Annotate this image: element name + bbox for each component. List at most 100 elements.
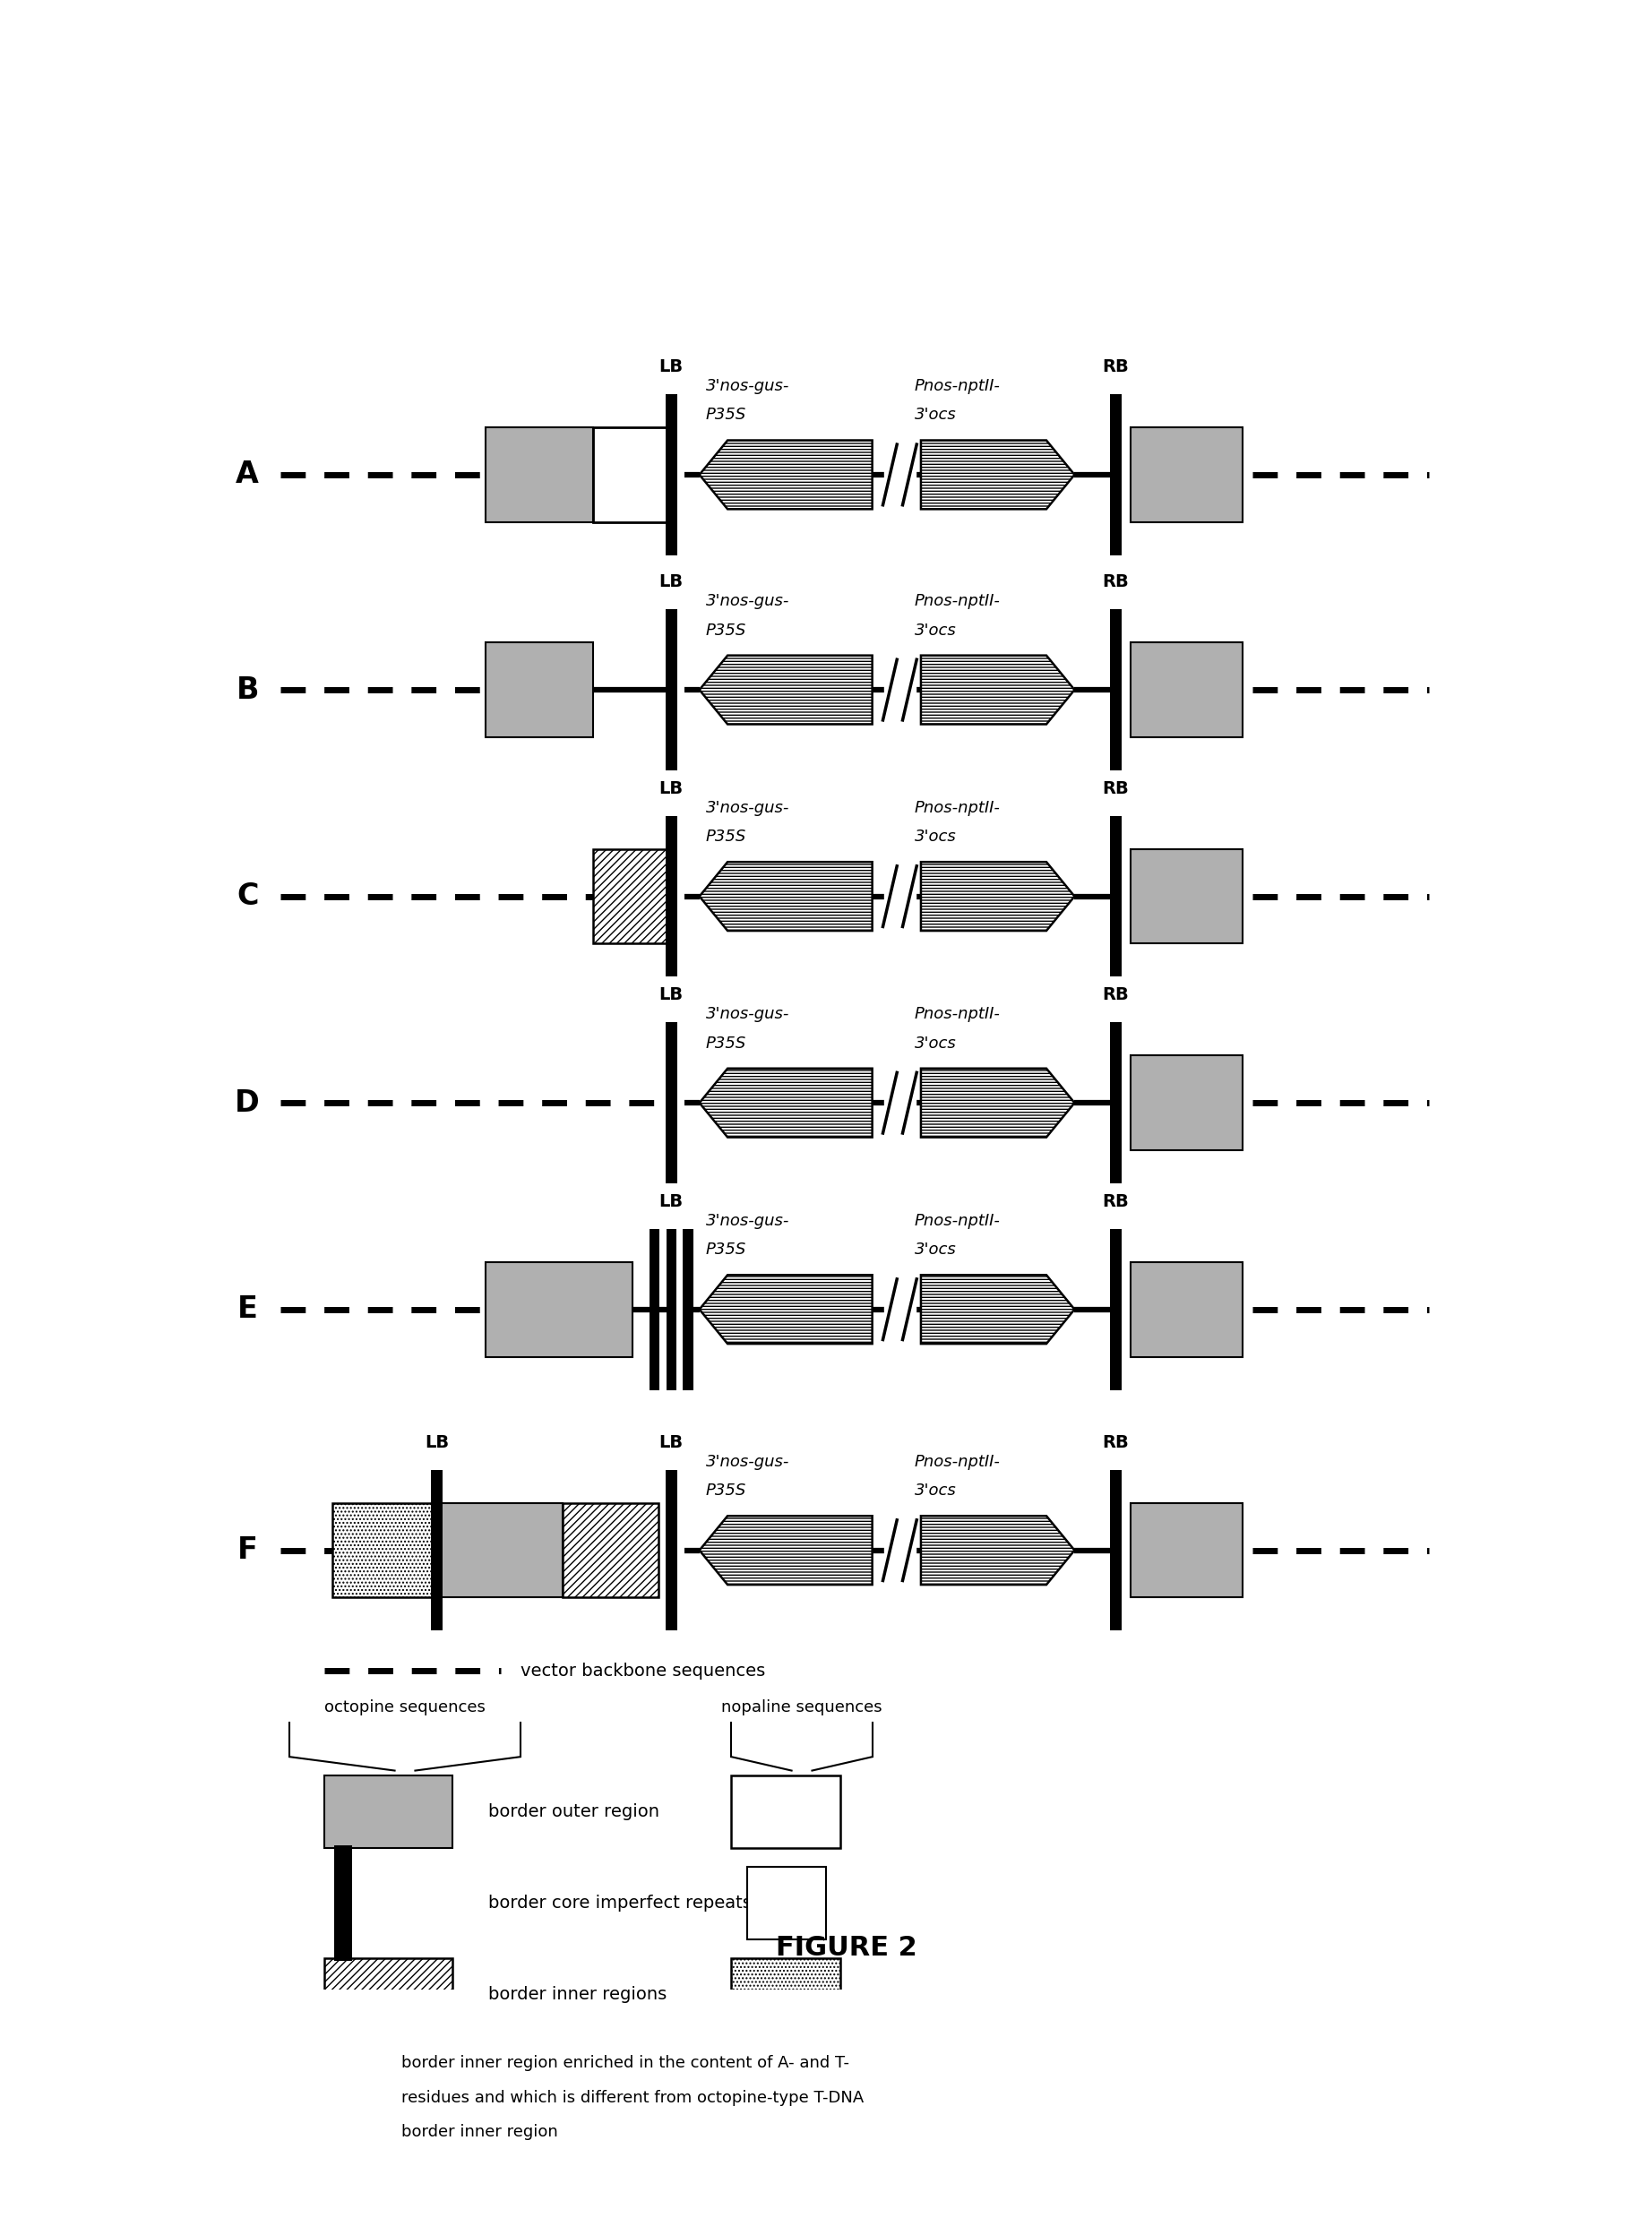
Text: 3'ocs: 3'ocs <box>915 829 957 845</box>
Text: F: F <box>238 1535 258 1564</box>
Text: Pnos-nptII-: Pnos-nptII- <box>915 1006 1001 1021</box>
Text: FIGURE 2: FIGURE 2 <box>776 1936 917 1960</box>
Text: 3'ocs: 3'ocs <box>915 621 957 639</box>
Bar <box>593 427 672 523</box>
Bar <box>332 1502 436 1598</box>
Text: Pnos-nptII-: Pnos-nptII- <box>915 1214 1001 1229</box>
Bar <box>436 1502 562 1598</box>
Bar <box>486 1263 633 1357</box>
Polygon shape <box>699 655 872 724</box>
Polygon shape <box>920 1515 1074 1585</box>
Text: E: E <box>238 1294 258 1323</box>
Bar <box>649 1229 659 1390</box>
Text: P35S: P35S <box>705 1243 747 1258</box>
Text: 3'ocs: 3'ocs <box>915 407 957 422</box>
Bar <box>289 2049 380 2146</box>
Bar <box>732 1777 841 1848</box>
Text: RB: RB <box>1102 574 1128 590</box>
Text: RB: RB <box>1102 780 1128 798</box>
Text: 3'nos-gus-: 3'nos-gus- <box>705 1006 790 1021</box>
Text: 3'nos-gus-: 3'nos-gus- <box>705 592 790 610</box>
Bar <box>666 393 677 554</box>
Polygon shape <box>920 655 1074 724</box>
Bar <box>1110 1021 1122 1182</box>
Bar <box>666 1021 677 1182</box>
Bar <box>1110 1471 1122 1632</box>
Bar <box>1132 427 1242 523</box>
Text: C: C <box>236 881 258 912</box>
Bar <box>593 849 672 943</box>
Text: LB: LB <box>659 1435 684 1451</box>
Bar <box>1132 641 1242 738</box>
Bar <box>682 1229 694 1390</box>
Text: octopine sequences: octopine sequences <box>324 1699 486 1716</box>
Text: border outer region: border outer region <box>489 1804 659 1819</box>
Text: B: B <box>236 675 259 704</box>
Text: border inner regions: border inner regions <box>489 1987 667 2003</box>
Text: 3'nos-gus-: 3'nos-gus- <box>705 1453 790 1471</box>
Bar <box>732 1958 841 2029</box>
Bar <box>334 1846 352 1960</box>
Bar <box>324 1777 453 1848</box>
Text: RB: RB <box>1102 1193 1128 1209</box>
Polygon shape <box>920 863 1074 930</box>
Polygon shape <box>699 863 872 930</box>
Polygon shape <box>699 1515 872 1585</box>
Text: Pnos-nptII-: Pnos-nptII- <box>915 592 1001 610</box>
Text: Pnos-nptII-: Pnos-nptII- <box>915 378 1001 393</box>
Polygon shape <box>920 1068 1074 1138</box>
Text: border core imperfect repeats: border core imperfect repeats <box>489 1895 752 1911</box>
Polygon shape <box>920 1274 1074 1343</box>
Text: LB: LB <box>659 1193 684 1209</box>
Bar <box>1110 1229 1122 1390</box>
Text: P35S: P35S <box>705 407 747 422</box>
Text: RB: RB <box>1102 986 1128 1004</box>
Text: 3'nos-gus-: 3'nos-gus- <box>705 1214 790 1229</box>
Bar <box>666 610 677 771</box>
Bar <box>666 816 677 977</box>
Bar <box>324 1958 453 2029</box>
Bar <box>431 1471 443 1632</box>
Text: D: D <box>235 1088 259 1118</box>
Text: 3'nos-gus-: 3'nos-gus- <box>705 800 790 816</box>
Polygon shape <box>699 1274 872 1343</box>
Text: LB: LB <box>659 986 684 1004</box>
Bar <box>666 1471 677 1632</box>
Text: border inner region: border inner region <box>401 2123 558 2141</box>
Bar <box>1110 610 1122 771</box>
Text: border inner region enriched in the content of A- and T-: border inner region enriched in the cont… <box>401 2056 849 2072</box>
Polygon shape <box>699 1068 872 1138</box>
Bar <box>486 427 593 523</box>
Text: P35S: P35S <box>705 829 747 845</box>
Text: LB: LB <box>659 358 684 375</box>
Text: 3'ocs: 3'ocs <box>915 1482 957 1500</box>
Text: LB: LB <box>659 574 684 590</box>
Polygon shape <box>920 440 1074 510</box>
Bar <box>1132 849 1242 943</box>
Text: Pnos-nptII-: Pnos-nptII- <box>915 800 1001 816</box>
Text: nopaline sequences: nopaline sequences <box>722 1699 882 1716</box>
Text: RB: RB <box>1102 1435 1128 1451</box>
Text: residues and which is different from octopine-type T-DNA: residues and which is different from oct… <box>401 2090 864 2105</box>
Bar <box>1132 1055 1242 1151</box>
Text: RB: RB <box>1102 358 1128 375</box>
Bar <box>666 1229 676 1390</box>
Text: P35S: P35S <box>705 621 747 639</box>
Bar <box>1110 393 1122 554</box>
Polygon shape <box>699 440 872 510</box>
Text: LB: LB <box>425 1435 449 1451</box>
Text: P35S: P35S <box>705 1035 747 1050</box>
Text: vector backbone sequences: vector backbone sequences <box>520 1663 765 1678</box>
Text: LB: LB <box>659 780 684 798</box>
Text: 3'nos-gus-: 3'nos-gus- <box>705 378 790 393</box>
Bar <box>1132 1502 1242 1598</box>
Bar <box>562 1502 659 1598</box>
Text: 3'ocs: 3'ocs <box>915 1243 957 1258</box>
Bar <box>486 641 593 738</box>
Bar <box>747 1866 826 1940</box>
Text: Pnos-nptII-: Pnos-nptII- <box>915 1453 1001 1471</box>
Text: A: A <box>236 460 259 489</box>
Bar <box>1132 1263 1242 1357</box>
Bar <box>1110 816 1122 977</box>
Text: 3'ocs: 3'ocs <box>915 1035 957 1050</box>
